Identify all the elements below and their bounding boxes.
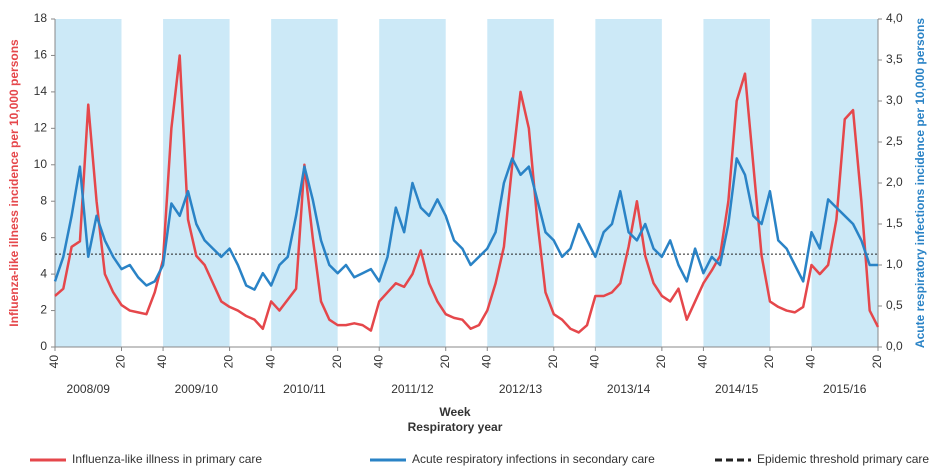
- y2-tick-label: 2,5: [886, 134, 903, 148]
- legend-label: Epidemic threshold primary care: [757, 452, 929, 466]
- legend-label: Influenza-like illness in primary care: [72, 452, 262, 466]
- season-label: 2008/09: [67, 382, 111, 396]
- season-band: [811, 19, 878, 347]
- x-tick-label: 40: [263, 355, 277, 369]
- season-band: [703, 19, 770, 347]
- y-tick-label: 14: [34, 84, 48, 98]
- y-tick-label: 10: [34, 157, 48, 171]
- season-label: 2011/12: [391, 382, 434, 396]
- season-band: [595, 19, 662, 347]
- x-tick-label: 20: [222, 355, 236, 369]
- x-tick-label: 40: [371, 355, 385, 369]
- season-label: 2014/15: [715, 382, 759, 396]
- y-tick-label: 8: [40, 193, 47, 207]
- y2-tick-label: 4,0: [886, 11, 903, 25]
- x-tick-label: 40: [155, 355, 169, 369]
- x-tick-label: 20: [438, 355, 452, 369]
- y-tick-label: 16: [34, 48, 48, 62]
- season-label: 2015/16: [823, 382, 867, 396]
- x-tick-label: 40: [479, 355, 493, 369]
- y-axis-title: Influenza-like illness incidence per 10,…: [7, 39, 21, 327]
- y-tick-label: 12: [34, 121, 48, 135]
- season-label: 2010/11: [283, 382, 326, 396]
- x-axis-title: Week: [439, 405, 470, 419]
- x-tick-label: 20: [762, 355, 776, 369]
- y-tick-label: 2: [40, 303, 47, 317]
- x-tick-label: 20: [546, 355, 560, 369]
- x-tick-label: 40: [696, 355, 710, 369]
- y-tick-label: 0: [40, 339, 47, 353]
- y2-tick-label: 3,0: [886, 93, 903, 107]
- season-band: [163, 19, 230, 347]
- x-tick-label: 40: [588, 355, 602, 369]
- y2-tick-label: 0,0: [886, 339, 903, 353]
- y2-tick-label: 1,5: [886, 216, 903, 230]
- season-band: [487, 19, 554, 347]
- x-tick-label: 20: [870, 355, 884, 369]
- y2-tick-label: 1,0: [886, 257, 903, 271]
- season-band: [55, 19, 122, 347]
- x-tick-label: 20: [330, 355, 344, 369]
- season-label: 2009/10: [175, 382, 219, 396]
- series-line: [53, 157, 878, 291]
- x-tick-label: 20: [654, 355, 668, 369]
- legend-label: Acute respiratory infections in secondar…: [412, 452, 655, 466]
- series-line: [54, 54, 880, 334]
- y2-tick-label: 2,0: [886, 175, 903, 189]
- x-tick-label: 20: [114, 355, 128, 369]
- y2-tick-label: 0,5: [886, 298, 903, 312]
- y2-tick-label: 3,5: [886, 52, 903, 66]
- season-label: 2013/14: [607, 382, 651, 396]
- x-tick-label: 40: [804, 355, 818, 369]
- x-tick-label: 40: [47, 355, 61, 369]
- y-tick-label: 4: [40, 266, 47, 280]
- x-axis-subtitle: Respiratory year: [408, 420, 503, 434]
- y-tick-label: 18: [34, 11, 48, 25]
- season-label: 2012/13: [499, 382, 543, 396]
- y2-axis-title: Acute respiratory infections incidence p…: [913, 18, 927, 348]
- y-tick-label: 6: [40, 230, 47, 244]
